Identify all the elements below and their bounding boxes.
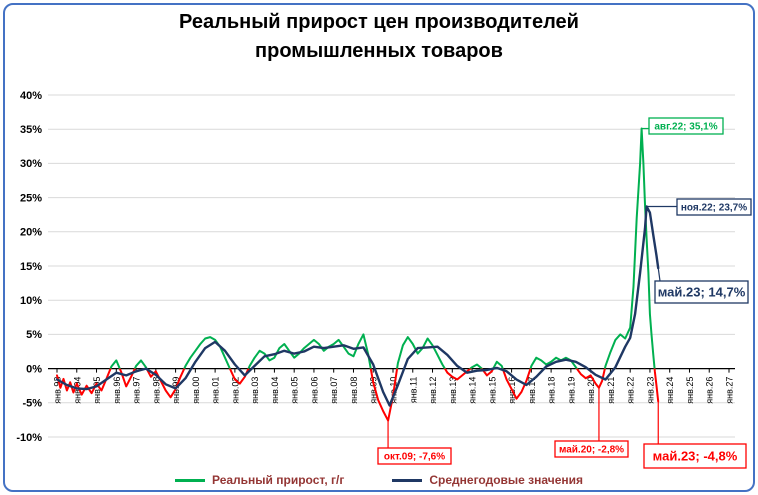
annotation-box [676, 198, 752, 216]
legend-swatch-real-growth [174, 478, 205, 482]
series-annual-average-line [55, 205, 660, 407]
x-axis-tick-label: янв.93 [53, 377, 63, 404]
y-axis-tick-label: 20% [20, 227, 42, 239]
x-axis-tick-label: янв.98 [151, 377, 161, 404]
x-axis-tick-label: янв.06 [309, 377, 319, 404]
series-real-growth-negative-line [56, 368, 660, 422]
annotation-box [648, 117, 724, 135]
x-axis-tick-label: янв.12 [428, 377, 438, 404]
y-axis-tick-label: 40% [20, 90, 42, 102]
annotation-leader-line [657, 267, 661, 282]
annotation-box [643, 443, 747, 469]
y-axis-tick-label: 10% [20, 295, 42, 307]
annotation-label: май.23; -4,8% [653, 449, 738, 464]
x-axis-tick-label: янв.11 [408, 377, 418, 403]
y-axis-tick-label: 0% [26, 363, 42, 375]
annotation-label: авг.22; 35,1% [654, 122, 717, 133]
chart-title-line-1: Реальный прирост цен производителей [179, 11, 579, 33]
x-axis-tick-label: янв.05 [290, 377, 300, 404]
y-axis-tick-label: 25% [20, 192, 42, 204]
x-axis-tick-label: янв.15 [487, 377, 497, 404]
chart-title-line-2: промышленных товаров [255, 40, 503, 62]
y-axis-tick-label: 15% [20, 261, 42, 273]
annotation-label: ноя.22; 23,7% [681, 203, 747, 214]
x-axis-tick-label: янв.20 [586, 377, 596, 404]
legend-item-annual-average: Среднегодовые значения [392, 473, 583, 487]
x-axis-tick-label: янв.25 [685, 377, 695, 404]
annotation-label: окт.09; -7,6% [384, 452, 445, 463]
x-axis-tick-label: янв.14 [468, 377, 478, 404]
x-axis-tick-label: янв.18 [547, 377, 557, 404]
x-axis-tick-label: янв.24 [665, 377, 675, 404]
x-axis-tick-label: янв.03 [250, 377, 260, 404]
x-axis-tick-label: янв.01 [211, 377, 221, 404]
x-axis-tick-label: янв.27 [725, 377, 735, 404]
x-axis-tick-label: янв.17 [527, 377, 537, 404]
x-axis-tick-label: янв.95 [92, 377, 102, 404]
annotation-box [554, 440, 629, 458]
chart-title: Реальный прирост цен производителей пром… [0, 8, 758, 66]
x-axis-tick-label: янв.02 [230, 377, 240, 404]
x-axis-tick-label: янв.22 [626, 377, 636, 404]
legend-item-real-growth: Реальный прирост, г/г [174, 473, 345, 487]
annotation-box [654, 280, 749, 304]
x-axis-tick-label: янв.04 [270, 377, 280, 404]
annotation-label: май.20; -2,8% [559, 445, 624, 456]
y-axis-tick-label: 5% [26, 329, 42, 341]
y-axis-tick-label: -5% [22, 398, 42, 410]
x-axis-tick-label: янв.00 [191, 377, 201, 404]
x-axis-tick-label: янв.21 [606, 377, 616, 404]
legend-label-real-growth: Реальный прирост, г/г [211, 473, 345, 487]
legend-swatch-annual-average [392, 478, 423, 482]
legend: Реальный прирост, г/г Среднегодовые знач… [0, 473, 758, 487]
x-axis-tick-label: янв.08 [349, 377, 359, 404]
y-axis-tick-label: -10% [16, 432, 42, 444]
x-axis-tick-label: янв.97 [132, 377, 142, 404]
x-axis-tick-label: янв.96 [112, 377, 122, 404]
x-axis-tick-label: янв.94 [72, 377, 82, 404]
y-axis-tick-label: 35% [20, 124, 42, 136]
x-axis-tick-label: янв.07 [329, 377, 339, 404]
x-axis-tick-label: янв.09 [369, 377, 379, 404]
annotation-label: май.23; 14,7% [658, 285, 746, 300]
x-axis-tick-label: янв.19 [566, 377, 576, 404]
legend-label-annual-average: Среднегодовые значения [429, 473, 584, 487]
x-axis-tick-label: янв.13 [448, 377, 458, 404]
y-axis-tick-label: 30% [20, 158, 42, 170]
x-axis-tick-label: янв.26 [705, 377, 715, 404]
annotation-box [377, 447, 452, 465]
x-axis-tick-label: янв.23 [645, 377, 655, 404]
